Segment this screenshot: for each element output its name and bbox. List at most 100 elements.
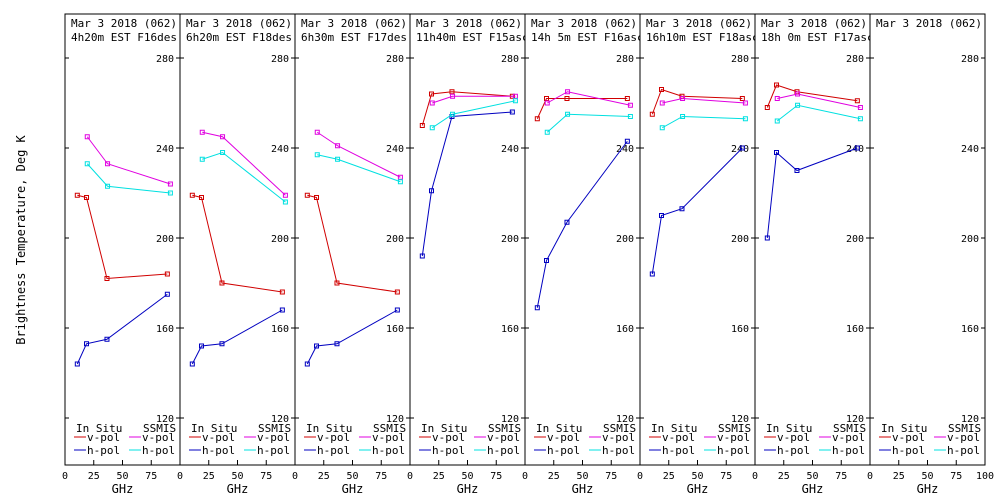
y-tick-label: 200 (961, 234, 979, 245)
legend-label-ssmis-h: h-pol (947, 444, 980, 457)
x-tick-label: 75 (835, 471, 847, 482)
y-tick-label: 280 (731, 54, 749, 65)
data-point-ssmis-h (199, 156, 205, 162)
x-tick-label: 0 (522, 471, 528, 482)
data-point-ssmis-v (795, 91, 801, 97)
y-tick-label: 200 (386, 234, 404, 245)
data-point-insitu-v (189, 192, 195, 198)
legend-label-ssmis-h: h-pol (832, 444, 865, 457)
y-tick-label: 240 (616, 144, 634, 155)
data-point-insitu-v (104, 276, 110, 281)
series-line-insitu-h (76, 293, 168, 365)
data-point-ssmis-h (167, 190, 173, 196)
panel-1: Mar 3 2018 (062)4h20m EST F16des 120 160 20… (62, 13, 181, 496)
data-point-ssmis-v (742, 100, 748, 106)
x-axis-label: GHz (572, 482, 594, 496)
data-point-insitu-h (334, 341, 340, 347)
data-point-ssmis-v (105, 161, 111, 167)
legend-label-insitu-h: h-pol (87, 444, 120, 457)
panel-5: Mar 3 2018 (062)14h 5m EST F16asc 120 160 2… (522, 13, 641, 496)
data-point-ssmis-v (774, 96, 780, 101)
panel-4: Mar 3 2018 (062)11h40m EST F15asc 120 160 2… (407, 13, 529, 496)
series-line-insitu-v (307, 194, 398, 293)
x-tick-label: 25 (318, 471, 330, 482)
x-axis-label: GHz (112, 482, 134, 496)
data-point-ssmis-v (199, 129, 205, 135)
data-point-insitu-v (739, 96, 745, 101)
data-point-insitu-h (104, 336, 110, 342)
panel-title-date: Mar 3 2018 (062) (646, 17, 752, 30)
data-point-insitu-h (219, 341, 225, 347)
y-tick-label: 160 (156, 324, 174, 335)
panel-title-date: Mar 3 2018 (062) (186, 17, 292, 30)
y-tick-label: 240 (271, 144, 289, 155)
legend-ssmis-header: SSMIS (833, 422, 866, 435)
x-tick-label: 50 (231, 471, 243, 482)
legend-insitu-header: In Situ (76, 422, 122, 435)
y-tick-label: 200 (616, 234, 634, 245)
panel-title-date: Mar 3 2018 (062) (761, 17, 867, 30)
data-point-ssmis-h (544, 129, 550, 135)
series-line-insitu-h (306, 309, 398, 365)
legend-insitu-header: In Situ (651, 422, 697, 435)
x-tick-label: 50 (346, 471, 358, 482)
panel-3: Mar 3 2018 (062)6h30m EST F17des 120 160 20… (292, 13, 411, 496)
data-point-ssmis-v (680, 96, 686, 101)
data-point-ssmis-h (397, 179, 403, 185)
data-point-ssmis-h (84, 161, 90, 167)
legend-insitu-header: In Situ (536, 422, 582, 435)
data-point-insitu-h (84, 341, 90, 347)
data-point-insitu-h (534, 305, 540, 311)
legend-label-insitu-v: v-pol (547, 431, 580, 444)
legend-ssmis-header: SSMIS (373, 422, 406, 435)
x-axis-label: GHz (227, 482, 249, 496)
x-tick-label: 25 (433, 471, 445, 482)
y-tick-label: 240 (961, 144, 979, 155)
panel-8: Mar 3 2018 (062) 120 160 200 240 280 0 25 50 75 10… (867, 13, 994, 496)
series-line-ssmis-h (317, 154, 401, 183)
data-point-ssmis-v (84, 134, 90, 140)
data-point-ssmis-h (105, 183, 111, 189)
legend-insitu-header: In Situ (881, 422, 927, 435)
legend-insitu-header: In Situ (421, 422, 467, 435)
series-line-insitu-h (191, 309, 283, 365)
panel-2: Mar 3 2018 (062)6h20m EST F18des 120 160 20… (177, 13, 296, 496)
y-tick-label: 240 (501, 144, 519, 155)
x-tick-label: 0 (177, 471, 183, 482)
data-point-ssmis-h (680, 114, 686, 119)
panel-title-time: 16h10m EST F18asc (646, 31, 759, 44)
legend-insitu-header: In Situ (766, 422, 812, 435)
y-tick-label: 120 (961, 414, 979, 425)
data-point-ssmis-v (565, 89, 571, 95)
panel-title-date: Mar 3 2018 (062) (301, 17, 407, 30)
data-point-insitu-h (854, 145, 860, 151)
data-point-ssmis-h (282, 199, 288, 205)
legend-ssmis-header: SSMIS (603, 422, 636, 435)
legend-label-ssmis-v: v-pol (372, 431, 405, 444)
series-line-ssmis-h (662, 115, 746, 129)
x-tick-label: 50 (461, 471, 473, 482)
data-point-insitu-v (774, 82, 780, 88)
data-point-ssmis-h (627, 114, 633, 119)
legend-label-ssmis-v: v-pol (832, 431, 865, 444)
y-tick-label: 240 (386, 144, 404, 155)
legend-label-insitu-v: v-pol (87, 431, 120, 444)
y-tick-label: 160 (961, 324, 979, 335)
panel-title-date: Mar 3 2018 (062) (71, 17, 177, 30)
data-point-insitu-h (314, 343, 320, 349)
data-point-insitu-v (534, 116, 540, 122)
x-tick-label: 75 (720, 471, 732, 482)
data-point-ssmis-v (167, 181, 173, 187)
data-point-ssmis-h (659, 125, 665, 131)
panel-title-time: 4h20m EST F16des (71, 31, 177, 44)
series-line-ssmis-v (777, 93, 861, 108)
x-tick-label: 0 (62, 471, 68, 482)
y-tick-label: 240 (156, 144, 174, 155)
legend-label-insitu-v: v-pol (662, 431, 695, 444)
legend-ssmis-header: SSMIS (488, 422, 521, 435)
y-tick-label: 120 (271, 414, 289, 425)
panel-title-time: 6h20m EST F18des (186, 31, 292, 44)
panel-title-time: 11h40m EST F15asc (416, 31, 529, 44)
series-line-ssmis-v (316, 131, 401, 178)
legend-label-insitu-v: v-pol (432, 431, 465, 444)
